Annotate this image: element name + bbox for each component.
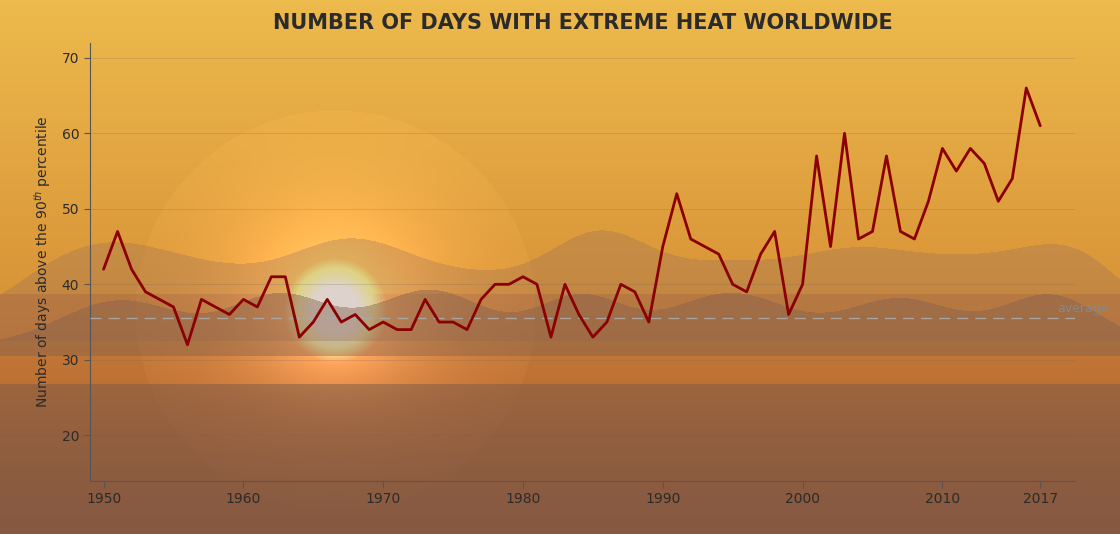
- Title: NUMBER OF DAYS WITH EXTREME HEAT WORLDWIDE: NUMBER OF DAYS WITH EXTREME HEAT WORLDWI…: [272, 13, 893, 33]
- Text: average: average: [1057, 302, 1109, 315]
- Y-axis label: Number of days above the 90$^{th}$ percentile: Number of days above the 90$^{th}$ perce…: [32, 115, 54, 408]
